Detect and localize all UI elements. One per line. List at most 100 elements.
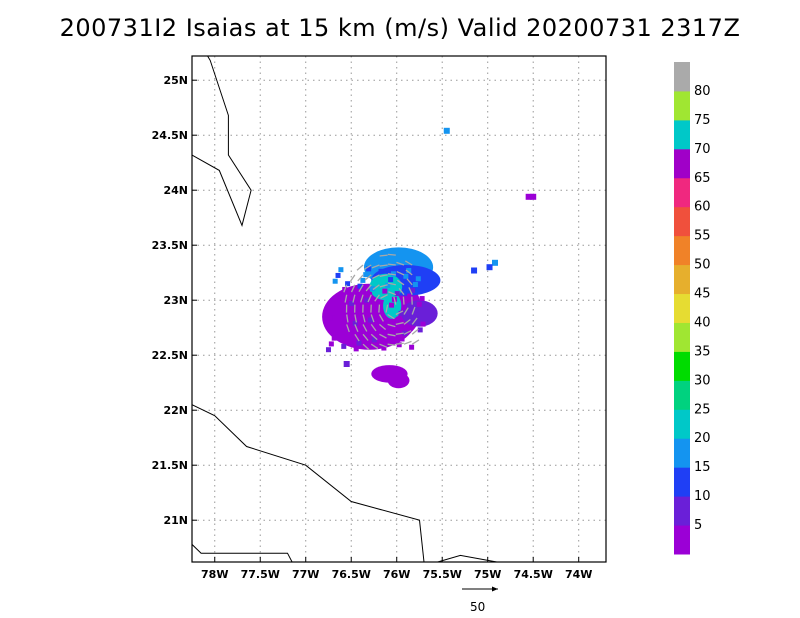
- wind-speed-pixel: [530, 193, 537, 200]
- colorbar-swatch: [674, 351, 690, 381]
- wind-vector: [405, 269, 413, 276]
- tick-label-lon: 76W: [383, 568, 410, 581]
- wind-vector: [379, 254, 388, 257]
- wind-vector: [378, 314, 384, 322]
- wind-vector: [379, 343, 388, 348]
- tick-label-lon: 74.5W: [514, 568, 553, 581]
- wind-speed-pixel: [359, 334, 365, 340]
- wind-vector: [403, 330, 412, 335]
- wind-vector: [371, 264, 380, 269]
- wind-speed-pixel: [420, 321, 426, 327]
- wind-vector: [411, 339, 420, 345]
- wind-speed-pixel: [328, 341, 334, 347]
- wind-speed-pixel: [325, 347, 331, 353]
- wind-speed-pixel: [413, 307, 419, 313]
- colorbar-swatch: [674, 177, 690, 208]
- wind-speed-pixel: [373, 305, 379, 311]
- wind-vector: [371, 274, 380, 280]
- wind-speed-pixel: [335, 272, 341, 278]
- wind-speed-pixel: [336, 298, 342, 304]
- reference-vector-label: 50: [470, 600, 486, 614]
- wind-vector: [356, 264, 364, 271]
- colorbar-label: 55: [694, 229, 711, 244]
- coastline: [192, 56, 497, 562]
- colorbar-swatch: [674, 293, 690, 323]
- wind-vector: [404, 260, 413, 266]
- wind-speed-pixel: [356, 340, 362, 346]
- wind-speed-pixel: [396, 342, 402, 348]
- wind-speed-region: [387, 372, 410, 389]
- wind-speed-pixel: [416, 301, 422, 307]
- tick-label-lat: 24.5N: [152, 129, 188, 142]
- map-frame: [191, 55, 607, 563]
- tick-label-lat: 25N: [163, 74, 188, 87]
- colorbar-label: 65: [694, 171, 711, 186]
- colorbar-swatch: [674, 525, 690, 555]
- wind-speed-pixel: [338, 267, 344, 273]
- colorbar-label: 45: [694, 287, 711, 302]
- wind-vector: [365, 284, 372, 292]
- wind-vector: [378, 304, 381, 313]
- wind-speed-pixel: [407, 293, 413, 299]
- wind-speed-pixel: [348, 301, 354, 306]
- coastline-segment: [437, 554, 497, 562]
- wind-speed-pixel: [355, 315, 361, 321]
- wind-vector: [362, 314, 366, 323]
- coastline-segment: [192, 56, 252, 227]
- wind-speed-pixel: [399, 336, 405, 342]
- wind-speed-pixel: [366, 266, 372, 272]
- wind-speed-pixel: [403, 273, 409, 279]
- wind-vector: [403, 307, 409, 315]
- colorbar-label: 10: [694, 489, 711, 504]
- wind-vector: [352, 294, 356, 303]
- wind-speed-pixel: [334, 329, 340, 335]
- wind-speed-pixel: [349, 326, 355, 332]
- wind-vector: [396, 261, 405, 266]
- wind-vector: [398, 287, 405, 296]
- wind-speed-pixel: [357, 283, 363, 289]
- wind-speed-pixel: [389, 302, 395, 308]
- colorbar-label: 20: [694, 431, 711, 446]
- wind-vector: [379, 264, 388, 267]
- wind-vector: [396, 270, 405, 276]
- wind-speed-pixel: [381, 345, 387, 351]
- wind-speed-pixel: [388, 277, 394, 283]
- wind-vector: [387, 282, 396, 286]
- wind-vectors: [343, 253, 420, 351]
- colorbar-label: 30: [694, 373, 711, 388]
- wind-vector: [344, 294, 348, 303]
- colorbar-label: 15: [694, 460, 711, 475]
- tick-label-lat: 21.5N: [152, 459, 188, 472]
- wind-speed-pixel: [343, 312, 349, 318]
- wind-speed-pixel: [346, 306, 352, 312]
- wind-vector: [380, 294, 388, 299]
- tick-label-lat: 21N: [163, 514, 188, 527]
- wind-speed-pixel: [406, 268, 412, 273]
- wind-vector: [411, 306, 416, 315]
- longitude-ticks: 78W 77.5W 77W 76.5W 76W 75.5W 75W 74.5W 74W: [201, 557, 592, 581]
- wind-vector: [343, 284, 348, 293]
- colorbar-swatch: [674, 119, 690, 150]
- wind-speed-pixel: [377, 325, 383, 331]
- latitude-ticks: 21N 21.5N 22N 22.5N 23N 23.5N 24N 24.5N 25N: [152, 74, 197, 527]
- tick-label-lon: 76.5W: [332, 568, 371, 581]
- wind-speed-pixel: [352, 320, 358, 326]
- wind-vector: [358, 284, 364, 293]
- wind-speed-pixel: [369, 286, 375, 292]
- wind-vector: [379, 333, 387, 339]
- wind-speed-pixel: [471, 267, 478, 274]
- wind-speed-pixel: [363, 272, 369, 278]
- colorbar-label: 40: [694, 315, 711, 330]
- wind-speed-pixel: [339, 292, 345, 298]
- colorbar-label: 5: [694, 518, 702, 533]
- wind-speed-pixel: [380, 319, 386, 325]
- wind-vector: [395, 321, 404, 326]
- wind-vector: [370, 333, 378, 341]
- wind-speed-pixel: [364, 297, 370, 303]
- wind-vector: [364, 264, 372, 270]
- colorbar-swatch: [674, 438, 690, 468]
- wind-speed-pixel: [412, 282, 418, 288]
- wind-vector: [379, 274, 388, 277]
- wind-speed-pixel: [361, 303, 367, 309]
- map-title: 200731I2 Isaias at 15 km (m/s) Valid 202…: [59, 14, 741, 42]
